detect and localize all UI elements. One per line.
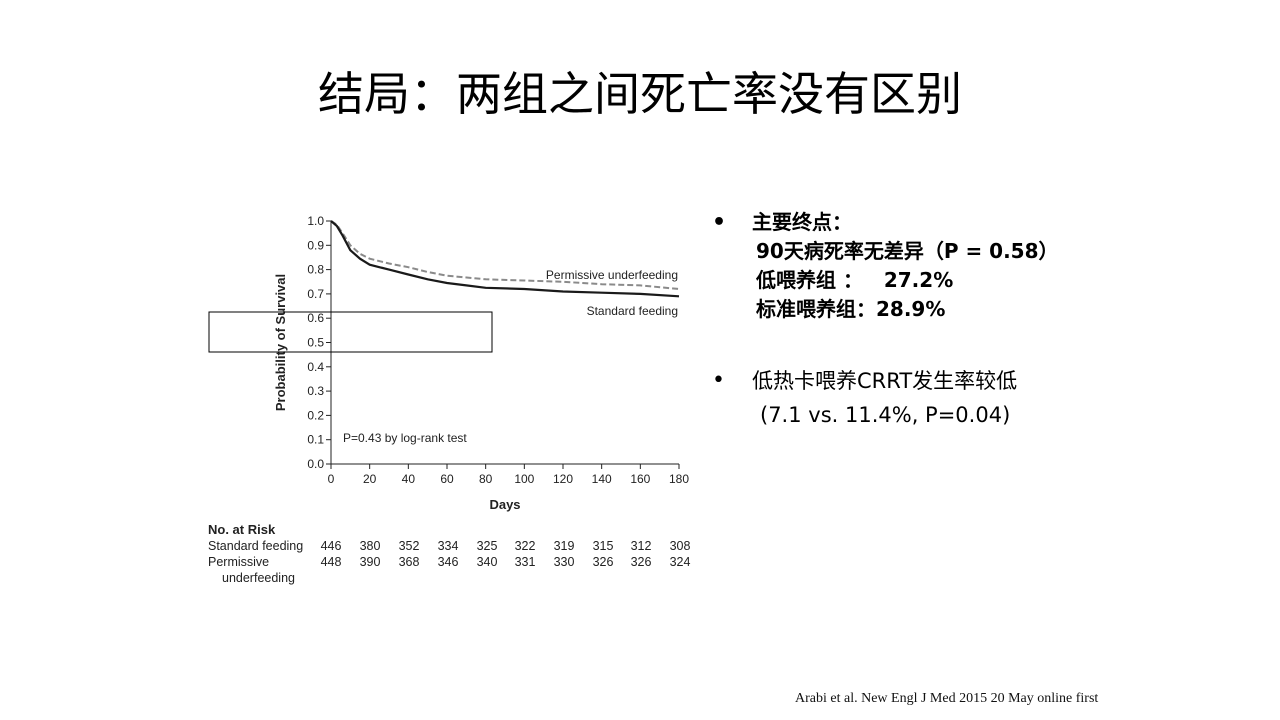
- series-label-standard: Standard feeding: [587, 304, 678, 318]
- bullet-crrt: • 低热卡喂养CRRT发生率较低 (7.1 vs. 11.4%, P=0.04): [712, 364, 1232, 432]
- x-tick-label: 0: [328, 472, 335, 486]
- y-tick-label: 0.8: [307, 263, 324, 277]
- risk-cell: 352: [398, 539, 420, 553]
- series-line-permissive: [330, 220, 680, 290]
- y-tick-label: 0.1: [307, 433, 324, 447]
- risk-cell: 325: [476, 539, 498, 553]
- x-tick-label: 100: [514, 472, 534, 486]
- bullet-marker: •: [712, 368, 725, 393]
- bullet-line: 低喂养组 ： 27.2%: [756, 268, 954, 292]
- risk-row-label: Standard feeding: [208, 539, 304, 553]
- series-line-standard: [330, 220, 680, 298]
- y-tick-label: 0.7: [307, 287, 324, 301]
- series-label-permissive: Permissive underfeeding: [546, 268, 678, 282]
- x-tick-label: 160: [630, 472, 650, 486]
- km-survival-chart: 0.0 0.1 0.2 0.3 0.4 0.5 0.6 0.7 0.8 0.9 1.0 0 20 40 60…: [208, 214, 689, 512]
- x-tick-label: 60: [440, 472, 454, 486]
- bullet-line: 标准喂养组：28.9%: [756, 297, 946, 321]
- risk-cell: 308: [669, 539, 691, 553]
- x-tick-label: 40: [402, 472, 416, 486]
- y-tick-label: 1.0: [307, 214, 324, 228]
- risk-cell: 315: [592, 539, 614, 553]
- bullet-list: • 主要终点： 90天病死率无差异（P = 0.58） 低喂养组 ： 27.2%…: [712, 208, 1232, 432]
- slide-title: 结局：两组之间死亡率没有区别: [318, 67, 962, 121]
- risk-cell: 322: [514, 539, 536, 553]
- y-tick-label: 0.4: [307, 360, 324, 374]
- bullet-line: 90天病死率无差异（P = 0.58）: [756, 239, 1059, 263]
- x-axis-label: Days: [489, 497, 520, 512]
- bullet-line: 低热卡喂养CRRT发生率较低: [752, 369, 1018, 393]
- risk-cell: 390: [359, 555, 381, 569]
- x-tick-label: 80: [479, 472, 493, 486]
- risk-cell: 380: [359, 539, 381, 553]
- risk-cell: 324: [669, 555, 691, 569]
- bullet-primary-endpoint: • 主要终点： 90天病死率无差异（P = 0.58） 低喂养组 ： 27.2%…: [712, 208, 1232, 324]
- risk-cell: 312: [630, 539, 652, 553]
- bullet-marker: •: [712, 210, 727, 235]
- x-tick-label: 20: [363, 472, 377, 486]
- chart-axes: 0.0 0.1 0.2 0.3 0.4 0.5 0.6 0.7 0.8 0.9 1.0 0 20 40 60…: [307, 214, 689, 486]
- pvalue-annotation: P=0.43 by log-rank test: [343, 431, 467, 445]
- number-at-risk-table: No. at Risk Standard feeding 446 380 352 33…: [208, 522, 698, 587]
- risk-cell: 368: [398, 555, 420, 569]
- risk-cell: 331: [514, 555, 536, 569]
- y-tick-label: 0.9: [307, 238, 324, 252]
- risk-cell: 319: [553, 539, 575, 553]
- risk-cell: 334: [437, 539, 459, 553]
- y-tick-label: 0.5: [307, 336, 324, 350]
- y-tick-label: 0.3: [307, 384, 324, 398]
- x-tick-label: 120: [553, 472, 573, 486]
- risk-row-permissive: Permissive underfeeding 448 390 368 346 340 3…: [208, 555, 698, 587]
- chart-curves: [330, 220, 680, 298]
- y-tick-label: 0.6: [307, 311, 324, 325]
- citation: Arabi et al. New Engl J Med 2015 20 May …: [795, 691, 1099, 706]
- risk-cell: 326: [592, 555, 614, 569]
- risk-table-title: No. at Risk: [208, 522, 276, 537]
- highlight-box: [208, 311, 493, 353]
- risk-cell: 326: [630, 555, 652, 569]
- y-tick-label: 0.2: [307, 408, 324, 422]
- y-axis-label: Probability of Survival: [273, 274, 288, 411]
- y-tick-label: 0.0: [307, 457, 324, 471]
- risk-row-standard: Standard feeding 446 380 352 334 325 322 319 31…: [208, 539, 698, 555]
- risk-cell: 346: [437, 555, 459, 569]
- x-tick-label: 140: [592, 472, 612, 486]
- risk-cell: 446: [320, 539, 342, 553]
- chart-labels: Days Probability of Survival Permissive un…: [273, 268, 678, 512]
- bullet-line: (7.1 vs. 11.4%, P=0.04): [760, 403, 1011, 427]
- risk-cell: 448: [320, 555, 342, 569]
- x-tick-label: 180: [669, 472, 689, 486]
- risk-cell: 330: [553, 555, 575, 569]
- risk-row-label-cont: underfeeding: [222, 571, 295, 585]
- bullet-line: 主要终点：: [752, 210, 852, 234]
- risk-row-label: Permissive: [208, 555, 270, 569]
- risk-cell: 340: [476, 555, 498, 569]
